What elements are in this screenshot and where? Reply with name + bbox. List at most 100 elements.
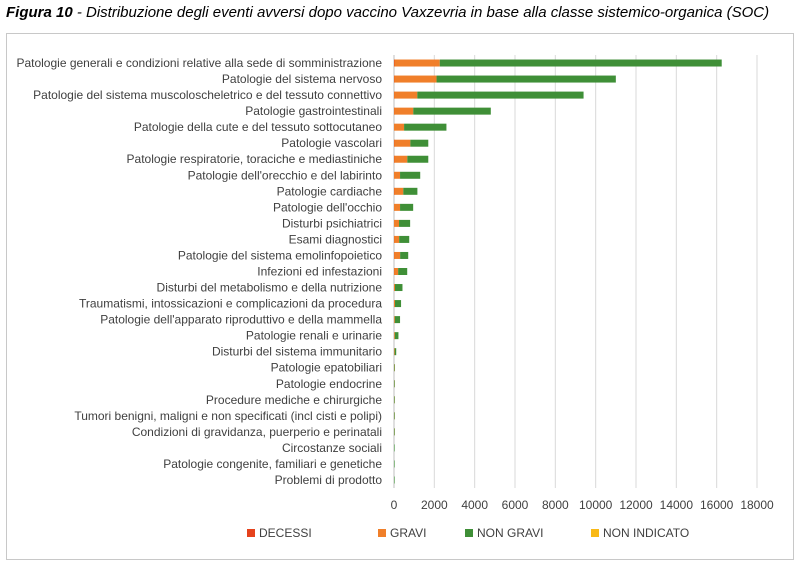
bar-segment-gravi: [394, 268, 399, 275]
bar-segment-non-gravi: [395, 284, 403, 292]
bar-segment-decessi: [394, 59, 395, 67]
category-label: Esami diagnostici: [289, 232, 382, 246]
bar-segment-non-gravi: [394, 428, 395, 436]
bar-segment-non-gravi: [413, 107, 491, 115]
category-label: Patologie del sistema muscoloscheletrico…: [33, 88, 382, 102]
figure-caption: Figura 10 - Distribuzione degli eventi a…: [6, 4, 769, 21]
category-label: Condizioni di gravidanza, puerperio e pe…: [132, 425, 382, 439]
legend-label: NON INDICATO: [603, 526, 689, 540]
bar-segment-non-gravi: [436, 75, 616, 83]
category-label: Patologie generali e condizioni relative…: [16, 56, 382, 70]
bar-segment-gravi: [394, 187, 404, 195]
bar-segment-gravi: [394, 75, 437, 83]
category-label: Problemi di prodotto: [275, 473, 383, 487]
bar-segment-non-gravi: [407, 155, 429, 163]
legend-swatch: [465, 529, 473, 537]
category-label: Procedure mediche e chirurgiche: [206, 393, 382, 407]
x-tick-label: 16000: [700, 498, 734, 512]
category-label: Tumori benigni, maligni e non specificat…: [74, 409, 382, 423]
bar-segment-non-gravi: [400, 251, 409, 259]
category-label: Circostanze sociali: [282, 441, 382, 455]
category-label: Patologie epatobiliari: [271, 361, 382, 375]
category-label: Patologie endocrine: [276, 377, 382, 391]
bar-segment-gravi: [394, 284, 396, 292]
bar-segment-non-gravi: [394, 396, 395, 404]
bar-segment-gravi: [394, 235, 400, 243]
bar-segment-non-gravi: [394, 380, 395, 388]
category-label: Traumatismi, intossicazioni e complicazi…: [79, 297, 382, 311]
bar-segment-gravi: [394, 300, 396, 308]
bar-segment-gravi: [394, 107, 414, 115]
bar-segment-non-gravi: [399, 219, 411, 227]
bar-segment-gravi: [394, 348, 395, 356]
category-label: Patologie gastrointestinali: [245, 104, 382, 118]
bar-segment-non-gravi: [417, 91, 584, 99]
bar-segment-non-gravi: [398, 268, 408, 275]
category-label: Patologie renali e urinarie: [246, 329, 382, 343]
x-tick-label: 0: [391, 498, 398, 512]
legend-label: DECESSI: [259, 526, 312, 540]
bar-segment-gravi: [394, 139, 411, 147]
bar-segment-non-gravi: [403, 187, 418, 195]
bar-segment-gravi: [394, 316, 395, 324]
legend-label: NON GRAVI: [477, 526, 543, 540]
bar-segment-gravi: [394, 171, 401, 179]
category-label: Patologie congenite, familiari e genetic…: [163, 457, 382, 471]
legend-label: GRAVI: [390, 526, 426, 540]
bar-segment-non-gravi: [394, 476, 395, 484]
bar-segment-non-gravi: [404, 123, 447, 131]
x-tick-label: 6000: [502, 498, 529, 512]
bar-segment-gravi: [394, 251, 401, 259]
x-tick-label: 2000: [421, 498, 448, 512]
bar-segment-non-gravi: [410, 139, 429, 147]
bar-segment-non-gravi: [399, 235, 410, 243]
category-label: Patologie vascolari: [281, 136, 382, 150]
bar-segment-non-gravi: [395, 300, 402, 308]
bar-segment-gravi: [394, 332, 395, 340]
chart-frame: [6, 33, 794, 560]
bar-segment-non-gravi: [394, 444, 395, 452]
legend-swatch: [378, 529, 386, 537]
bar-segment-gravi: [394, 59, 440, 67]
category-label: Patologie del sistema emolinfopoietico: [178, 248, 382, 262]
category-label: Disturbi del metabolismo e della nutrizi…: [157, 281, 383, 295]
category-label: Patologie respiratorie, toraciche e medi…: [127, 152, 383, 166]
bars: [394, 59, 722, 484]
x-axis-ticks: 0 2000 4000 6000 8000 10000 12000 14000 16000 180…: [391, 498, 774, 512]
bar-segment-gravi: [394, 91, 418, 99]
bar-segment-gravi: [394, 203, 401, 211]
x-tick-label: 8000: [542, 498, 569, 512]
bar-segment-non-gravi: [394, 412, 395, 420]
bar-segment-non-gravi: [439, 59, 722, 67]
bar-segment-non-gravi: [400, 203, 414, 211]
x-tick-label: 18000: [740, 498, 774, 512]
category-label: Disturbi psichiatrici: [282, 216, 382, 230]
bar-segment-gravi: [394, 123, 405, 131]
category-label: Disturbi del sistema immunitario: [212, 345, 382, 359]
figure-caption-text: - Distribuzione degli eventi avversi dop…: [72, 4, 770, 21]
figure-label: Figura 10: [6, 4, 73, 21]
x-tick-label: 14000: [660, 498, 694, 512]
category-label: Patologie dell'apparato riproduttivo e d…: [100, 313, 382, 327]
category-label: Patologie dell'occhio: [273, 200, 382, 214]
bar-segment-gravi: [394, 155, 408, 163]
legend-swatch: [591, 529, 599, 537]
bar-segment-non-gravi: [400, 171, 421, 179]
legend-swatch: [247, 529, 255, 537]
category-labels: Patologie generali e condizioni relative…: [16, 56, 382, 487]
category-label: Patologie dell'orecchio e del labirinto: [188, 168, 383, 182]
x-tick-label: 4000: [461, 498, 488, 512]
bar-segment-gravi: [394, 219, 400, 227]
bar-segment-non-gravi: [394, 332, 399, 340]
bar-segment-non-gravi: [394, 364, 395, 372]
bar-segment-non-gravi: [394, 348, 397, 356]
category-label: Infezioni ed infestazioni: [257, 265, 382, 279]
bar-segment-non-gravi: [394, 316, 401, 324]
category-label: Patologie della cute e del tessuto sotto…: [134, 120, 383, 134]
bar-segment-non-gravi: [394, 460, 395, 468]
legend: DECESSI GRAVI NON GRAVI NON INDICATO: [247, 526, 689, 540]
category-label: Patologie cardiache: [277, 184, 383, 198]
x-tick-label: 10000: [579, 498, 613, 512]
x-tick-label: 12000: [619, 498, 653, 512]
